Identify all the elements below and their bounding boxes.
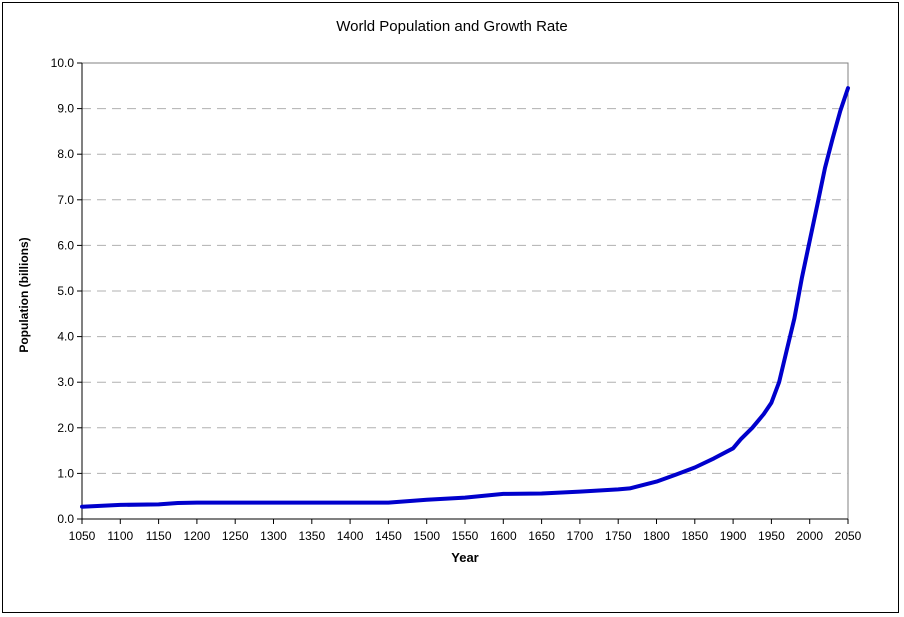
y-tick-label: 5.0 <box>57 284 74 298</box>
x-tick-label: 2050 <box>835 529 862 543</box>
x-tick-label: 1300 <box>260 529 287 543</box>
x-tick-label: 1800 <box>643 529 670 543</box>
y-tick-label: 1.0 <box>57 466 74 480</box>
x-tick-label: 1350 <box>298 529 325 543</box>
x-tick-label: 1150 <box>146 529 172 543</box>
x-tick-label: 1600 <box>490 529 517 543</box>
x-tick-label: 1700 <box>567 529 594 543</box>
x-tick-label: 2000 <box>796 529 823 543</box>
y-tick-label: 6.0 <box>57 238 74 252</box>
x-tick-label: 1550 <box>452 529 479 543</box>
y-tick-label: 8.0 <box>57 147 74 161</box>
x-tick-label: 1650 <box>528 529 555 543</box>
x-tick-label: 1250 <box>222 529 249 543</box>
x-tick-label: 1950 <box>758 529 785 543</box>
y-tick-label: 7.0 <box>57 193 74 207</box>
x-tick-label: 1500 <box>413 529 440 543</box>
x-tick-label: 1200 <box>184 529 211 543</box>
x-tick-label: 1850 <box>681 529 708 543</box>
population-line <box>80 86 850 509</box>
y-tick-label: 2.0 <box>57 421 74 435</box>
y-tick-label: 4.0 <box>57 330 74 344</box>
y-tick-label: 3.0 <box>57 375 74 389</box>
x-tick-label: 1050 <box>69 529 96 543</box>
x-tick-label: 1900 <box>720 529 747 543</box>
y-tick-label: 0.0 <box>57 512 74 526</box>
x-tick-label: 1400 <box>337 529 364 543</box>
y-tick-label: 9.0 <box>57 102 74 116</box>
x-axis-label: Year <box>451 550 479 565</box>
x-tick-label: 1450 <box>375 529 402 543</box>
y-tick-label: 10.0 <box>51 56 75 70</box>
x-tick-label: 1100 <box>107 529 133 543</box>
x-tick-label: 1750 <box>605 529 632 543</box>
chart-title: World Population and Growth Rate <box>336 18 568 35</box>
